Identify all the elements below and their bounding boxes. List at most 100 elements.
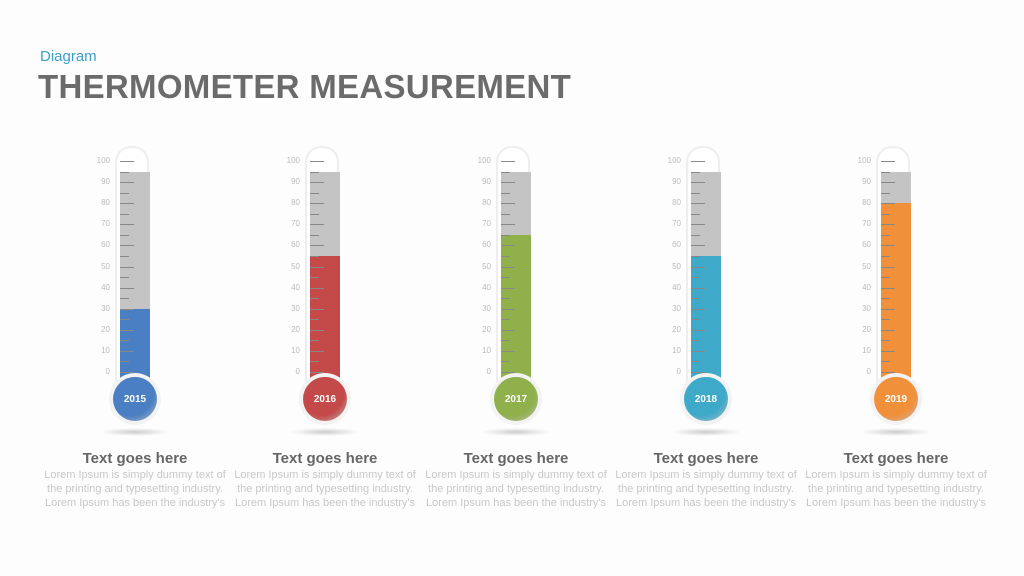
- scale-tick: [120, 372, 134, 373]
- scale-label: 100: [96, 156, 110, 165]
- scale-tick: [120, 329, 134, 331]
- scale-tick: [120, 361, 129, 363]
- scale-tick: [881, 245, 895, 247]
- scale-tick: [881, 277, 890, 279]
- caption-body: Lorem Ipsum is simply dummy text of the …: [425, 469, 607, 509]
- scale-label: 10: [101, 345, 110, 355]
- scale-label: 70: [291, 219, 300, 229]
- bulb-shadow: [290, 428, 360, 436]
- scale-label: 80: [862, 198, 871, 208]
- thermometer-2018: 100 90 80 70 60 50 40 30 20 10 0 2018: [606, 140, 796, 440]
- scale-tick: [120, 245, 134, 247]
- scale-tick: [501, 161, 515, 162]
- scale-tick: [881, 161, 895, 162]
- scale-tick: [501, 171, 510, 173]
- scale-tick: [120, 255, 129, 257]
- scale-tick: [881, 361, 890, 363]
- scale-tick: [501, 329, 515, 331]
- scale-label: 100: [857, 156, 871, 165]
- scale-tick: [120, 308, 134, 310]
- scale-tick: [691, 203, 705, 205]
- scale-tick: [310, 255, 319, 257]
- scale-label: 60: [862, 240, 871, 250]
- scale-tick: [310, 350, 324, 352]
- scale-tick: [310, 287, 324, 289]
- scale-tick: [310, 298, 319, 300]
- scale-tick: [691, 234, 700, 236]
- scale-tick: [691, 277, 700, 279]
- scale-tick: [691, 350, 705, 352]
- fill-level: [881, 203, 911, 386]
- scale-label: 30: [862, 303, 871, 313]
- scale-tick: [691, 161, 705, 162]
- scale-label: 80: [672, 198, 681, 208]
- scale-tick: [881, 224, 895, 226]
- scale-tick: [120, 171, 129, 173]
- scale-label: 50: [862, 261, 871, 271]
- bulb-shadow: [861, 428, 931, 436]
- scale-tick: [310, 161, 324, 162]
- scale-label: 20: [672, 324, 681, 334]
- scale-tick: [881, 308, 895, 310]
- scale-label: 40: [672, 282, 681, 292]
- scale-tick: [310, 234, 319, 236]
- scale-tick: [501, 224, 515, 226]
- scale-tick: [120, 213, 129, 215]
- slide-title: THERMOMETER MEASUREMENT: [38, 68, 572, 105]
- scale-tick: [120, 277, 129, 279]
- scale-label: 100: [477, 156, 491, 165]
- scale-tick: [310, 308, 324, 310]
- scale-label: 0: [295, 367, 300, 376]
- scale-tick: [881, 340, 890, 342]
- scale-tick: [310, 372, 324, 373]
- scale-tick: [691, 287, 705, 289]
- scale-label: 40: [291, 282, 300, 292]
- caption-heading: Text goes here: [82, 450, 188, 467]
- scale-tick: [691, 340, 700, 342]
- scale-label: 50: [672, 261, 681, 271]
- fill-level: [691, 255, 721, 386]
- scale-tick: [501, 192, 510, 194]
- scale-tick: [120, 234, 129, 236]
- scale-label: 20: [862, 324, 871, 334]
- scale-label: 50: [101, 261, 110, 271]
- scale-tick: [501, 298, 510, 300]
- scale-tick: [691, 213, 700, 215]
- scale-tick: [691, 329, 705, 331]
- scale-tick: [120, 298, 129, 300]
- scale-tick: [691, 266, 705, 268]
- scale-label: 30: [101, 303, 110, 313]
- scale-tick: [881, 329, 895, 331]
- scale-tick: [691, 245, 705, 247]
- scale-tick: [120, 287, 134, 289]
- scale-label: 70: [482, 219, 491, 229]
- scale-label: 0: [486, 367, 491, 376]
- scale-label: 90: [862, 177, 871, 187]
- scale-tick: [310, 182, 324, 184]
- scale-tick: [881, 203, 895, 205]
- scale-label: 70: [672, 219, 681, 229]
- scale-label: 80: [482, 198, 491, 208]
- scale-label: 90: [101, 177, 110, 187]
- scale-tick: [120, 203, 134, 205]
- scale-tick: [501, 319, 510, 321]
- scale-tick: [120, 224, 134, 226]
- fill-level: [120, 308, 150, 386]
- fill-level: [501, 234, 531, 386]
- scale-tick: [501, 277, 510, 279]
- scale-label: 70: [862, 219, 871, 229]
- scale-label: 90: [291, 177, 300, 187]
- year-label: 2018: [694, 393, 718, 405]
- year-label: 2015: [123, 393, 147, 405]
- thermometer-2015: 100 90 80 70 60 50 40 30 20 10 0 2015: [35, 140, 225, 440]
- year-bulb: 2019: [874, 377, 918, 421]
- scale-label: 10: [862, 345, 871, 355]
- scale-tick: [501, 234, 510, 236]
- scale-label: 0: [866, 367, 871, 376]
- year-bulb: 2016: [303, 377, 347, 421]
- year-bulb: 2018: [684, 377, 728, 421]
- scale-label: 50: [291, 261, 300, 271]
- thermometer-2017: 100 90 80 70 60 50 40 30 20 10 0 2017: [416, 140, 606, 440]
- scale-label: 10: [291, 345, 300, 355]
- scale-tick: [501, 350, 515, 352]
